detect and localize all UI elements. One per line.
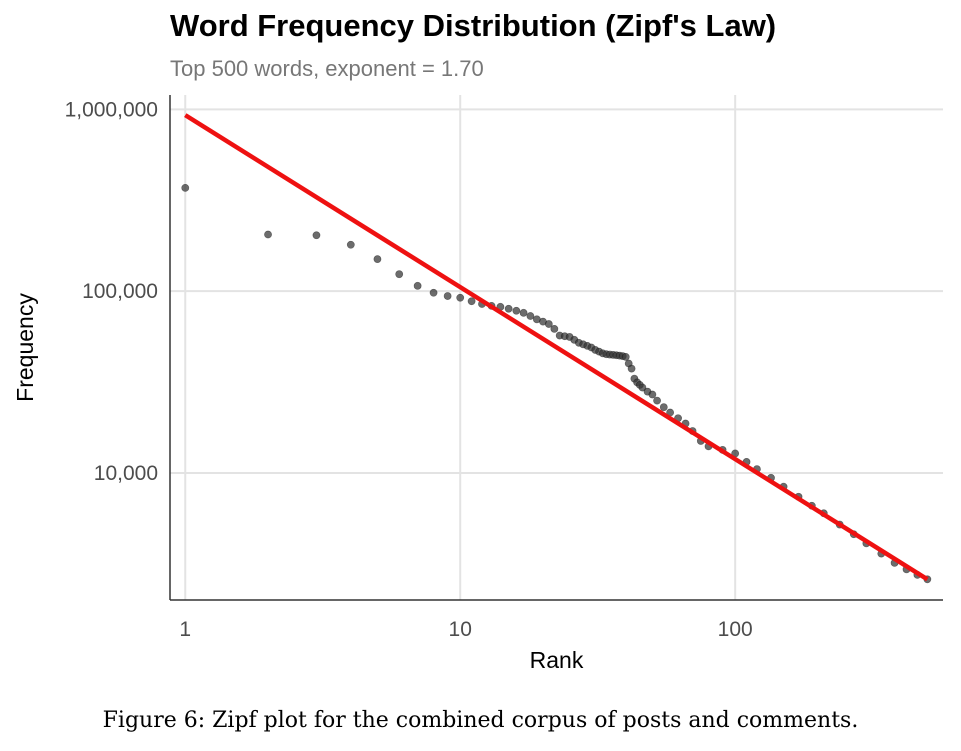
x-tick-label: 10: [449, 618, 472, 641]
data-point: [512, 306, 521, 315]
data-point: [627, 364, 636, 373]
x-tick-label: 100: [718, 618, 753, 641]
y-tick-label: 10,000: [94, 462, 158, 485]
data-point: [544, 320, 553, 328]
x-axis-label: Rank: [530, 647, 584, 673]
grid-lines: [170, 95, 943, 600]
data-point: [264, 230, 272, 239]
data-point: [504, 304, 513, 313]
fit-line: [184, 113, 929, 582]
data-point: [429, 288, 438, 297]
fit-line-group: [184, 113, 929, 582]
data-point: [648, 390, 657, 399]
data-point: [638, 383, 647, 392]
data-point: [526, 312, 535, 320]
data-point: [443, 292, 452, 300]
data-point: [621, 352, 630, 361]
tick-labels: 1 10 100 10,000 100,000 1,000,000: [65, 98, 753, 641]
zipf-chart: 1 10 100 10,000 100,000 1,000,000 Rank Freque…: [12, 95, 943, 673]
data-point: [346, 240, 355, 249]
data-point: [519, 308, 528, 317]
data-point: [373, 255, 382, 264]
y-axis-label: Frequency: [12, 293, 38, 402]
data-point: [659, 403, 668, 412]
y-tick-label: 1,000,000: [65, 98, 158, 121]
data-point: [413, 281, 422, 290]
data-point: [550, 325, 559, 333]
data-point: [312, 231, 321, 240]
data-point: [395, 270, 404, 279]
data-point: [467, 297, 476, 306]
chart-subtitle: Top 500 words, exponent = 1.70: [170, 56, 484, 81]
data-point: [653, 396, 661, 405]
data-point: [456, 293, 465, 302]
chart-title: Word Frequency Distribution (Zipf's Law): [170, 8, 777, 43]
x-tick-label: 1: [179, 618, 191, 641]
data-points: [181, 183, 932, 584]
y-tick-label: 100,000: [82, 280, 158, 303]
data-point: [181, 183, 190, 192]
figure-caption: Figure 6: Zipf plot for the combined cor…: [102, 708, 859, 733]
axes: [169, 95, 943, 601]
